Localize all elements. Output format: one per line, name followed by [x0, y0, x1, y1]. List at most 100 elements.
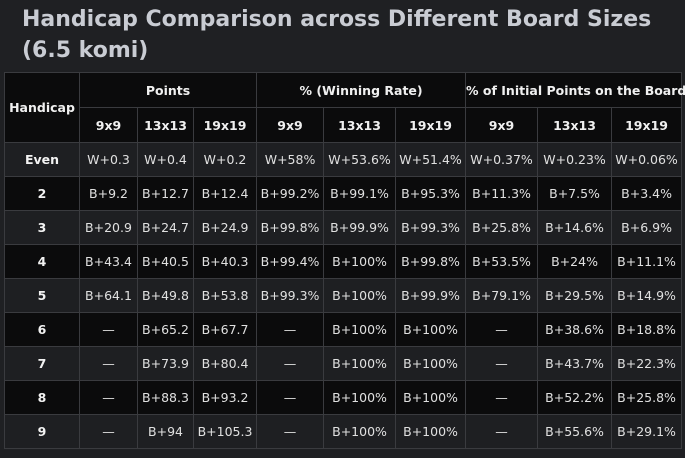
- table-cell: B+99.4%: [256, 244, 325, 279]
- handicap-table: Handicap Points % (Winning Rate) % of In…: [4, 72, 685, 449]
- table-cell: B+100%: [323, 312, 397, 347]
- table-cell: B+6.9%: [611, 210, 683, 245]
- row-header-handicap: 3: [4, 210, 80, 245]
- column-header-size: 9x9: [465, 107, 539, 143]
- table-cell: B+40.3: [192, 244, 258, 279]
- table-cell: —: [465, 414, 539, 449]
- table-cell: B+52.2%: [537, 380, 613, 415]
- column-header-size: 9x9: [79, 107, 138, 143]
- table-cell: B+40.5: [137, 244, 194, 279]
- table-cell: B+99.3%: [256, 278, 325, 313]
- table-cell: B+100%: [323, 244, 397, 279]
- table-cell: —: [256, 346, 325, 381]
- table-cell: B+105.3: [192, 414, 258, 449]
- row-header-handicap: 8: [4, 380, 80, 415]
- row-header-handicap: 2: [4, 176, 80, 211]
- table-row: 5 B+64.1 B+49.8 B+53.8 B+99.3% B+100% B+99.9% B…: [4, 278, 683, 313]
- table-cell: B+53.5%: [465, 244, 539, 279]
- table-body: Even W+0.3 W+0.4 W+0.2 W+58% W+53.6% W+51.4% W+…: [4, 142, 683, 449]
- table-cell: B+38.6%: [537, 312, 613, 347]
- table-cell: B+99.9%: [323, 210, 397, 245]
- table-cell: B+100%: [323, 346, 397, 381]
- table-cell: B+25.8%: [465, 210, 539, 245]
- table-cell: —: [79, 414, 138, 449]
- table-cell: B+67.7: [192, 312, 258, 347]
- table-cell: B+100%: [323, 414, 397, 449]
- row-header-handicap: 9: [4, 414, 80, 449]
- column-header-size: 9x9: [256, 107, 325, 143]
- table-cell: B+14.9%: [611, 278, 683, 313]
- table-cell: W+0.3: [79, 142, 138, 177]
- column-group-points: Points: [78, 72, 258, 108]
- table-cell: B+100%: [323, 278, 397, 313]
- table-cell: W+0.23%: [537, 142, 613, 177]
- table-cell: B+43.7%: [537, 346, 613, 381]
- table-cell: W+58%: [256, 142, 325, 177]
- table-row: 6— B+65.2 B+67.7— B+100% B+100% — B+38.6% B+18.…: [4, 312, 683, 347]
- table-cell: B+93.2: [192, 380, 258, 415]
- table-cell: B+43.4: [79, 244, 138, 279]
- table-cell: B+49.8: [137, 278, 194, 313]
- table-cell: B+88.3: [137, 380, 194, 415]
- table-row: 3 B+20.9 B+24.7 B+24.9 B+99.8% B+99.9% B+99.3%…: [4, 210, 683, 245]
- row-header-handicap: 4: [4, 244, 80, 279]
- header-row-sizes: 9x9 13x13 19x19 9x9 13x13 19x19 9x9 13x1…: [5, 107, 683, 143]
- header-row-groups: Handicap Points % (Winning Rate) % of In…: [4, 72, 685, 143]
- column-group-winning-rate: % (Winning Rate): [256, 72, 467, 108]
- table-cell: B+94: [137, 414, 194, 449]
- column-header-size: 13x13: [137, 107, 194, 143]
- table-cell: B+99.8%: [395, 244, 467, 279]
- column-header-size: 13x13: [537, 107, 613, 143]
- table-row: 4 B+43.4 B+40.5 B+40.3 B+99.4% B+100% B+99.8% B…: [4, 244, 683, 279]
- table-cell: B+79.1%: [465, 278, 539, 313]
- row-header-handicap: 7: [4, 346, 80, 381]
- table-cell: B+25.8%: [611, 380, 683, 415]
- table-cell: B+80.4: [192, 346, 258, 381]
- table-cell: B+99.2%: [256, 176, 325, 211]
- table-cell: —: [465, 380, 539, 415]
- page-title: Handicap Comparison across Different Boa…: [22, 7, 652, 63]
- table-cell: B+22.3%: [611, 346, 683, 381]
- column-group-initial-points: % of Initial Points on the Board: [465, 72, 685, 108]
- table-cell: B+18.8%: [611, 312, 683, 347]
- table-row: Even W+0.3 W+0.4 W+0.2 W+58% W+53.6% W+51.4% W+…: [4, 142, 683, 177]
- column-header-size: 19x19: [611, 107, 683, 143]
- table-cell: W+53.6%: [323, 142, 397, 177]
- row-header-handicap: Even: [4, 142, 80, 177]
- table-cell: B+14.6%: [537, 210, 613, 245]
- table-cell: B+95.3%: [395, 176, 467, 211]
- column-header-size: 19x19: [192, 107, 258, 143]
- table-cell: B+3.4%: [611, 176, 683, 211]
- table-cell: B+20.9: [79, 210, 138, 245]
- table-cell: B+100%: [323, 380, 397, 415]
- table-cell: B+100%: [395, 380, 467, 415]
- table-cell: B+24%: [537, 244, 613, 279]
- table-cell: B+99.3%: [395, 210, 467, 245]
- table-row: 9— B+94 B+105.3— B+100% B+100% — B+55.6% B+29.1…: [4, 414, 683, 449]
- table-cell: B+11.3%: [465, 176, 539, 211]
- table-cell: B+99.1%: [323, 176, 397, 211]
- table-cell: W+0.37%: [465, 142, 539, 177]
- table-row: 2 B+9.2 B+12.7 B+12.4 B+99.2% B+99.1% B+95.3% B…: [4, 176, 683, 211]
- table-cell: —: [256, 380, 325, 415]
- table-cell: —: [79, 380, 138, 415]
- row-header-handicap: 5: [4, 278, 80, 313]
- table-cell: B+53.8: [192, 278, 258, 313]
- table-cell: B+24.7: [137, 210, 194, 245]
- column-header-size: 19x19: [395, 107, 467, 143]
- table-cell: B+24.9: [192, 210, 258, 245]
- table-cell: —: [465, 346, 539, 381]
- table-cell: B+100%: [395, 312, 467, 347]
- table-cell: B+29.5%: [537, 278, 613, 313]
- table-cell: B+99.8%: [256, 210, 325, 245]
- table-cell: B+55.6%: [537, 414, 613, 449]
- table-cell: B+73.9: [137, 346, 194, 381]
- table-cell: B+29.1%: [611, 414, 683, 449]
- table-cell: W+0.06%: [611, 142, 683, 177]
- table-cell: B+12.7: [137, 176, 194, 211]
- table-cell: —: [465, 312, 539, 347]
- table-cell: B+99.9%: [395, 278, 467, 313]
- table-row: 7— B+73.9 B+80.4— B+100% B+100% — B+43.7% B+22.…: [4, 346, 683, 381]
- table-cell: B+65.2: [137, 312, 194, 347]
